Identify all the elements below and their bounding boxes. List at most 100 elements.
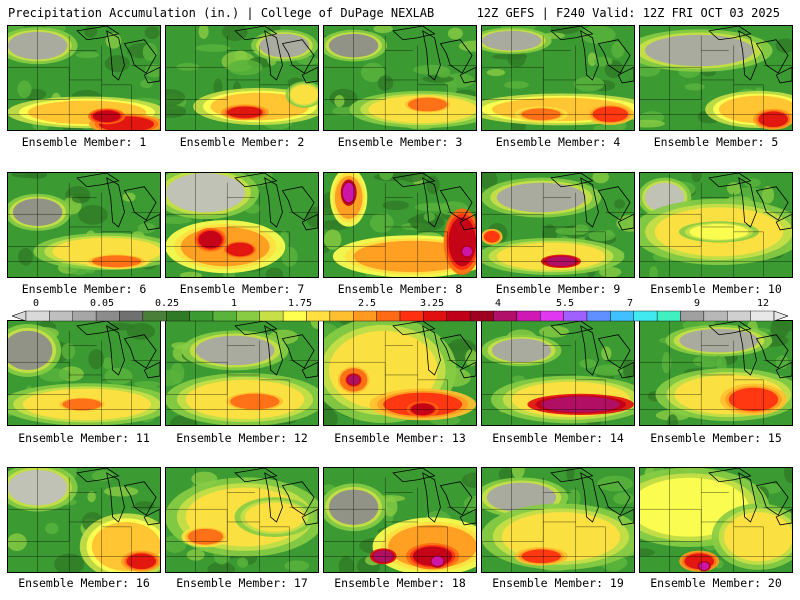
great-lakes-outline xyxy=(550,26,594,41)
great-lakes-outline xyxy=(550,468,594,483)
great-lakes-outline xyxy=(580,30,599,81)
ensemble-member-map xyxy=(639,25,793,131)
great-lakes-outline xyxy=(775,508,792,526)
precip-area xyxy=(195,335,275,366)
precip-field xyxy=(640,173,792,277)
precip-texture xyxy=(611,41,625,59)
precip-texture xyxy=(198,26,209,39)
ensemble-member-label: Ensemble Member: 20 xyxy=(650,576,782,590)
precip-texture xyxy=(491,53,528,60)
great-lakes-outline xyxy=(123,39,157,74)
great-lakes-outline xyxy=(264,325,283,376)
precip-texture xyxy=(166,104,187,118)
ensemble-member-label: Ensemble Member: 13 xyxy=(334,431,466,445)
precip-area xyxy=(244,502,305,532)
state-border xyxy=(733,84,764,130)
state-border xyxy=(733,526,764,572)
colorbar-tick-label: 9 xyxy=(693,298,701,309)
colorbar-swatch xyxy=(399,310,424,322)
great-lakes-outline xyxy=(550,173,594,188)
precip-area xyxy=(431,556,444,567)
colorbar-swatch xyxy=(376,310,401,322)
colorbar-swatch xyxy=(142,310,167,322)
precip-texture xyxy=(137,223,156,234)
precip-area xyxy=(486,482,557,513)
ensemble-member-map xyxy=(323,467,477,573)
precip-area xyxy=(166,173,245,213)
precip-area xyxy=(290,84,318,105)
precip-texture xyxy=(661,351,671,374)
state-border xyxy=(417,526,448,572)
great-lakes-outline xyxy=(755,39,789,74)
colorbar-min-arrow xyxy=(12,310,27,322)
precip-texture xyxy=(87,491,96,503)
precip-texture xyxy=(414,202,449,212)
precip-texture xyxy=(369,213,394,233)
precip-texture xyxy=(579,358,597,369)
precip-texture xyxy=(134,381,160,388)
run-valid-time: 12Z GEFS | F240 Valid: 12Z FRI OCT 03 20… xyxy=(476,6,780,20)
state-border xyxy=(385,521,419,572)
precip-field xyxy=(324,321,476,425)
precip-field xyxy=(640,468,792,572)
great-lakes-outline xyxy=(264,30,283,81)
precip-field xyxy=(482,468,634,572)
precip-texture xyxy=(413,64,448,75)
great-lakes-outline xyxy=(76,468,120,483)
precip-texture xyxy=(761,186,775,204)
colorbar-swatch xyxy=(656,310,681,322)
precip-texture xyxy=(140,79,153,89)
great-lakes-outline xyxy=(459,66,476,84)
precip-area xyxy=(728,387,779,412)
precip-area xyxy=(187,528,224,545)
ensemble-member-label: Ensemble Member: 12 xyxy=(176,431,308,445)
colorbar-swatch xyxy=(119,310,144,322)
precip-texture xyxy=(284,560,310,572)
precip-field xyxy=(324,173,476,277)
precip-area xyxy=(126,553,157,570)
ensemble-member-label: Ensemble Member: 11 xyxy=(18,431,150,445)
state-border xyxy=(575,379,606,425)
precip-texture xyxy=(324,408,338,425)
precip-texture xyxy=(122,192,136,202)
state-border xyxy=(575,526,606,572)
great-lakes-outline xyxy=(775,66,792,84)
great-lakes-outline xyxy=(422,30,441,81)
precip-area xyxy=(342,182,355,203)
precip-texture xyxy=(539,325,570,338)
colorbar-swatch xyxy=(72,310,97,322)
colorbar-swatch xyxy=(586,310,611,322)
ensemble-member-map xyxy=(7,320,161,426)
great-lakes-outline xyxy=(281,186,315,221)
great-lakes-outline xyxy=(76,321,120,336)
great-lakes-outline xyxy=(597,39,631,74)
precip-texture xyxy=(482,173,498,190)
great-lakes-outline xyxy=(550,321,594,336)
great-lakes-outline xyxy=(106,30,125,81)
great-lakes-outline xyxy=(597,334,631,369)
ensemble-member-label: Ensemble Member: 7 xyxy=(179,282,305,296)
great-lakes-outline xyxy=(775,213,792,231)
colorbar-tick-label: 1.75 xyxy=(287,298,313,309)
precip-texture xyxy=(373,26,393,34)
precip-texture xyxy=(567,489,581,507)
precip-texture xyxy=(465,349,476,367)
precip-texture xyxy=(423,212,436,222)
ensemble-member-map xyxy=(165,467,319,573)
state-border xyxy=(543,521,577,572)
ensemble-member-label: Ensemble Member: 19 xyxy=(492,576,624,590)
great-lakes-outline xyxy=(459,213,476,231)
great-lakes-outline xyxy=(422,177,441,228)
colorbar-tick-label: 0.25 xyxy=(154,298,180,309)
precip-texture xyxy=(640,119,665,128)
great-lakes-outline xyxy=(459,508,476,526)
precip-texture xyxy=(18,247,33,266)
precip-area xyxy=(491,338,552,363)
colorbar-swatch xyxy=(469,310,494,322)
ensemble-member-label: Ensemble Member: 5 xyxy=(653,135,779,149)
precip-texture xyxy=(744,178,761,188)
great-lakes-outline xyxy=(234,468,278,483)
great-lakes-outline xyxy=(123,481,157,516)
precip-field xyxy=(166,468,318,572)
precip-texture xyxy=(692,355,723,368)
